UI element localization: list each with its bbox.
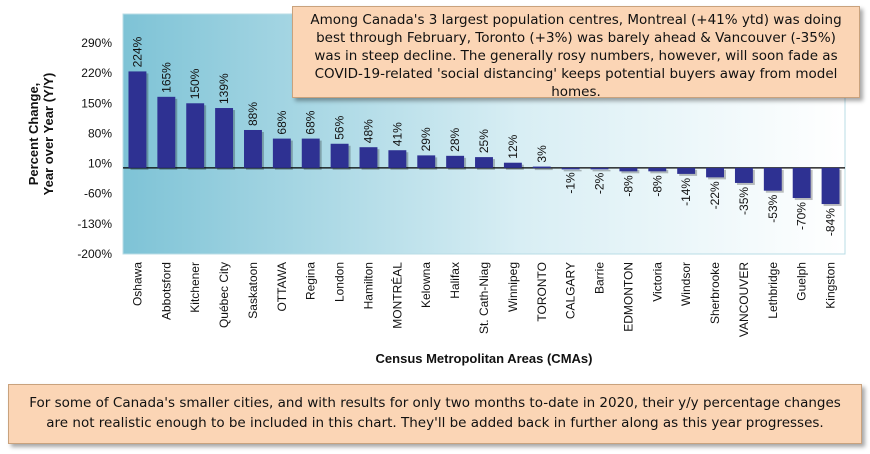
y-tick-label: -60% (84, 187, 112, 201)
category-label: EDMONTON (621, 262, 635, 332)
bar (301, 138, 320, 168)
bar (186, 103, 205, 168)
category-label: London (333, 262, 347, 302)
bar-shadow (563, 169, 582, 172)
bars (128, 71, 842, 207)
y-tick-label: 10% (88, 157, 112, 171)
category-label: Lethbridge (766, 262, 780, 319)
bar (648, 167, 667, 172)
category-label: Kingston (824, 262, 838, 309)
bar-value-label: 150% (188, 68, 202, 99)
bar-value-label: 68% (304, 110, 318, 134)
category-label: Abbotsford (159, 262, 173, 320)
bar-value-label: -53% (766, 194, 780, 222)
value-labels: 224% 165% 150% 139% 88% 68% 68% 56% 48% 41% 29% 28%… (130, 36, 837, 236)
bar-value-label: 48% (361, 119, 375, 143)
bar-value-label: -84% (824, 208, 838, 236)
bar-value-label: 3% (535, 145, 549, 163)
category-label: MONTRÉAL (389, 262, 404, 329)
bar-shadow (650, 169, 669, 174)
bar-value-label: -2% (593, 172, 607, 194)
bar-shadow (592, 169, 611, 172)
category-label: VANCOUVER (737, 262, 751, 337)
category-label: Kelowna (419, 262, 433, 308)
bar-value-label: -1% (564, 172, 578, 194)
bar (272, 138, 291, 168)
category-label: CALGARY (564, 262, 578, 319)
y-tick-label: 220% (81, 66, 112, 80)
annotation-callout-bottom: For some of Canada's smaller cities, and… (8, 384, 862, 444)
y-tick-label: -130% (77, 217, 112, 231)
bar-shadow (534, 168, 553, 171)
bar (388, 150, 407, 168)
bar (330, 143, 349, 168)
bar (417, 155, 436, 168)
bar-value-label: 88% (246, 102, 260, 126)
bar (157, 96, 176, 168)
bar (821, 167, 840, 205)
bar (734, 167, 753, 183)
y-tick-label: -200% (77, 247, 112, 261)
bar-value-label: 165% (159, 62, 173, 93)
category-label: Regina (304, 262, 318, 300)
bar-value-label: -22% (708, 181, 722, 209)
bar (792, 167, 811, 199)
category-label: Oshawa (130, 262, 144, 306)
bar-value-label: 56% (333, 115, 347, 139)
y-tick-label: 150% (81, 96, 112, 110)
bar (590, 167, 609, 170)
bar-value-label: 224% (130, 36, 144, 67)
bar-value-label: 29% (419, 127, 433, 151)
bar (215, 108, 234, 168)
bar (244, 129, 262, 168)
bar-value-label: 41% (390, 122, 404, 146)
bar (446, 155, 465, 168)
x-tick-labels: Oshawa Abbotsford Kitchener Québec City Sask… (130, 262, 837, 337)
bar (619, 167, 638, 172)
category-label: Guelph (795, 262, 809, 301)
bar (561, 167, 580, 170)
bar (503, 162, 522, 168)
category-label: Halifax (448, 262, 462, 299)
bar-value-label: -14% (679, 178, 693, 206)
y-axis-label-line-2: Year over Year (Y/Y) (41, 73, 56, 196)
bar (532, 166, 551, 169)
category-label: St. Cath-Niag (477, 262, 491, 334)
category-label: OTTAWA (275, 262, 289, 312)
category-label: TORONTO (535, 262, 549, 322)
category-label: Hamilton (361, 262, 375, 309)
bar-value-label: -70% (795, 202, 809, 230)
y-tick-label: 290% (81, 36, 112, 50)
bar-value-label: -35% (737, 187, 751, 215)
category-label: Québec City (217, 262, 231, 328)
bar-value-label: 12% (506, 134, 520, 158)
category-label: Kitchener (188, 262, 202, 313)
bar-value-label: 68% (275, 110, 289, 134)
bar-value-label: -8% (621, 175, 635, 197)
bar (128, 71, 147, 168)
bar-value-label: 25% (477, 129, 491, 153)
category-label: Barrie (593, 262, 607, 294)
bar-value-label: -8% (650, 175, 664, 197)
category-label: Windsor (679, 262, 693, 306)
bar-shadow (621, 169, 640, 174)
bar (475, 157, 493, 168)
bar-value-label: 28% (448, 127, 462, 151)
bar (677, 167, 696, 174)
category-label: Saskatoon (246, 262, 260, 319)
bar (706, 167, 724, 178)
category-label: Victoria (650, 262, 664, 302)
category-label: Sherbrooke (708, 262, 722, 324)
bar (359, 147, 378, 168)
x-axis-label: Census Metropolitan Areas (CMAs) (376, 351, 593, 366)
bar (763, 167, 782, 191)
annotation-callout-top: Among Canada's 3 largest population cent… (292, 6, 860, 100)
y-axis-label-line-1: Percent Change, (26, 83, 41, 186)
bar-value-label: 139% (217, 73, 231, 104)
category-label: Winnipeg (506, 262, 520, 312)
y-tick-label: 80% (88, 126, 112, 140)
